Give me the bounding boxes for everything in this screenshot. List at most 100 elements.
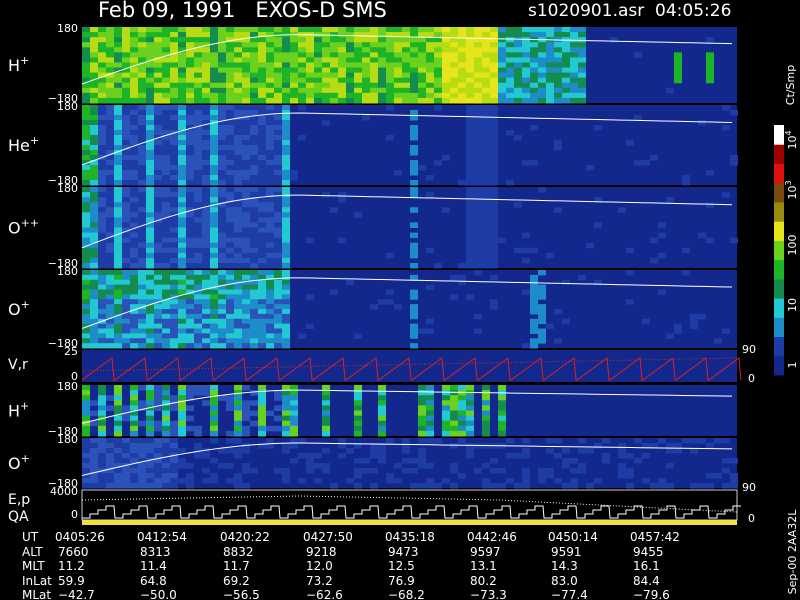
spectrogram-cell — [170, 27, 178, 33]
spectrogram-cell — [426, 37, 434, 43]
spectrogram-cell — [178, 415, 186, 422]
spectrogram-cell — [410, 252, 418, 259]
spectrogram-cell — [386, 92, 394, 99]
spectrogram-cell — [378, 47, 386, 53]
spectrogram-cell — [258, 82, 266, 89]
spectrogram-cell — [258, 252, 266, 259]
spectrogram-cell — [250, 400, 258, 406]
spectrogram-cell — [82, 32, 90, 38]
spectrogram-cell — [490, 192, 498, 198]
spectrogram-cell — [170, 202, 178, 208]
spectrogram-cell — [282, 309, 290, 315]
spectrogram-cell — [274, 222, 282, 228]
spectrogram-cell — [282, 140, 290, 146]
spectrogram-cell — [674, 67, 682, 74]
spectrogram-cell — [474, 52, 482, 58]
footer-value: −50.0 — [140, 588, 177, 600]
spectrogram-cell — [122, 323, 130, 329]
spectrogram-cell — [194, 140, 202, 146]
spectrogram-cell — [130, 105, 138, 111]
spectrogram-cell — [426, 478, 434, 484]
spectrogram-cell — [386, 67, 394, 74]
spectrogram-cell — [306, 237, 314, 244]
spectrogram-cell — [266, 227, 274, 234]
spectrogram-cell — [186, 333, 194, 339]
spectrogram-cell — [282, 279, 290, 286]
spectrogram-cell — [154, 155, 162, 161]
spectrogram-cell — [242, 323, 250, 329]
spectrogram-cell — [450, 67, 458, 74]
spectrogram-cell — [234, 270, 242, 276]
spectrogram-cell — [290, 67, 298, 74]
spectrogram-cell — [482, 92, 490, 99]
spectrogram-cell — [274, 405, 282, 411]
spectrogram-cell — [642, 443, 650, 449]
spectrogram-cell — [338, 72, 346, 79]
spectrogram-cell — [106, 150, 114, 156]
axis-label-bottom: −180 — [48, 174, 78, 187]
spectrogram-cell — [162, 395, 170, 401]
spectrogram-cell — [282, 105, 290, 111]
spectrogram-cell — [658, 232, 666, 239]
spectrogram-cell — [114, 279, 122, 286]
spectrogram-cell — [186, 257, 194, 264]
spectrogram-cell — [250, 309, 258, 315]
spectrogram-cell — [266, 222, 274, 228]
spectrogram-cell — [442, 57, 450, 63]
spectrogram-cell — [226, 115, 234, 121]
spectrogram-cell — [98, 430, 106, 437]
spectrogram-cell — [122, 448, 130, 454]
spectrogram-cell — [138, 262, 146, 269]
spectrogram-cell — [370, 77, 378, 84]
spectrogram-cell — [242, 87, 250, 94]
spectrogram-cell — [114, 207, 122, 213]
spectrogram-cell — [138, 279, 146, 286]
spectrogram-cell — [306, 323, 314, 329]
spectrogram-cell — [114, 82, 122, 89]
spectrogram-cell — [242, 385, 250, 391]
spectrogram-cell — [290, 390, 298, 396]
spectrogram-cell — [546, 473, 554, 479]
spectrogram-cell — [258, 395, 266, 401]
ep-bottom: 0 — [71, 508, 78, 521]
spectrogram-cell — [202, 37, 210, 43]
spectrogram-cell — [234, 175, 242, 181]
spectrogram-cell — [130, 217, 138, 223]
spectrogram-cell — [378, 37, 386, 43]
footer-value: 0405:26 — [55, 530, 105, 544]
spectrogram-cell — [466, 395, 474, 401]
spectrogram-cell — [466, 232, 474, 239]
spectrogram-cell — [306, 67, 314, 74]
spectrogram-cell — [154, 165, 162, 171]
spectrogram-cell — [82, 395, 90, 401]
spectrogram-cell — [546, 82, 554, 89]
panel-label: O+ — [8, 298, 30, 319]
spectrogram-cell — [170, 192, 178, 198]
spectrogram-cell — [82, 150, 90, 156]
spectrogram-cell — [546, 67, 554, 74]
spectrogram-cell — [378, 92, 386, 99]
spectrogram-cell — [170, 405, 178, 411]
spectrogram-cell — [170, 289, 178, 295]
spectrogram-cell — [282, 217, 290, 223]
spectrogram-cell — [122, 270, 130, 276]
spectrogram-cell — [522, 468, 530, 474]
spectrogram-cell — [538, 270, 546, 276]
spectrogram-cell — [290, 47, 298, 53]
spectrogram-cell — [202, 222, 210, 228]
spectrogram-cell — [106, 299, 114, 305]
spectrogram-cell — [194, 92, 202, 99]
spectrogram-cell — [266, 105, 274, 111]
axis-label-bottom: −180 — [48, 477, 78, 490]
spectrogram-cell — [170, 140, 178, 146]
spectrogram-cell — [578, 47, 586, 53]
spectrogram-cell — [506, 42, 514, 48]
spectrogram-cell — [282, 448, 290, 454]
spectrogram-cell — [98, 92, 106, 99]
spectrogram-cell — [90, 97, 98, 104]
spectrogram-cell — [138, 299, 146, 305]
spectrogram-cell — [386, 27, 394, 33]
spectrogram-cell — [274, 47, 282, 53]
spectrogram-cell — [290, 82, 298, 89]
spectrogram-cell — [106, 62, 114, 69]
